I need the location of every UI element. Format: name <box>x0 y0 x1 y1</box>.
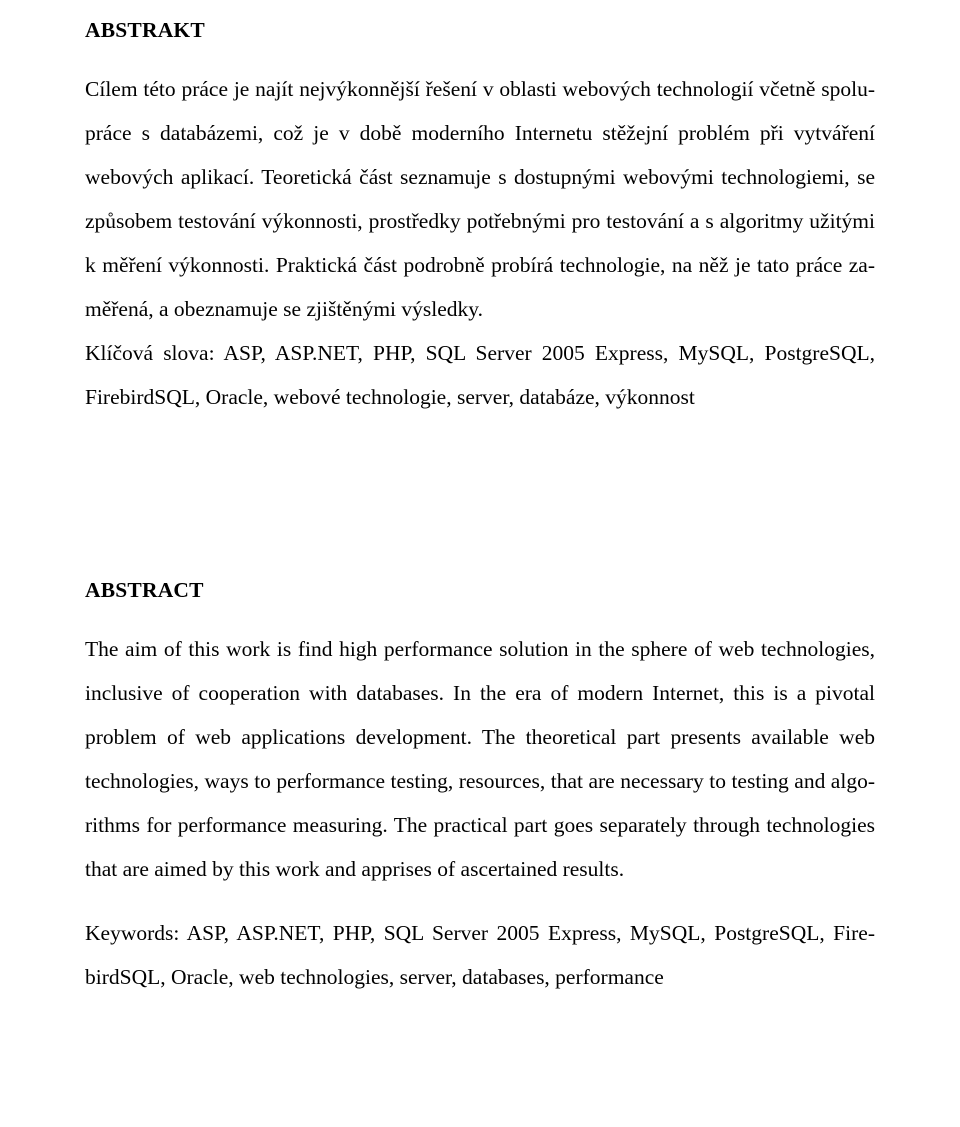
english-abstract-body: The aim of this work is find high perfor… <box>85 627 875 891</box>
english-keywords-label: Keywords: <box>85 921 187 945</box>
czech-abstract-heading: ABSTRAKT <box>85 18 875 43</box>
page: ABSTRAKT Cílem této práce je najít nejvý… <box>0 0 960 1127</box>
english-keywords-paragraph: Keywords: ASP, ASP.NET, PHP, SQL Server … <box>85 911 875 999</box>
czech-keywords-label: Klíčová slova: <box>85 341 224 365</box>
czech-keywords-paragraph: Klíčová slova: ASP, ASP.NET, PHP, SQL Se… <box>85 331 875 419</box>
english-abstract-heading: ABSTRACT <box>85 578 875 603</box>
czech-abstract-body: Cílem této práce je najít nejvýkonnější … <box>85 67 875 331</box>
english-keywords-text: ASP, ASP.NET, PHP, SQL Server 2005 Expre… <box>85 921 875 989</box>
